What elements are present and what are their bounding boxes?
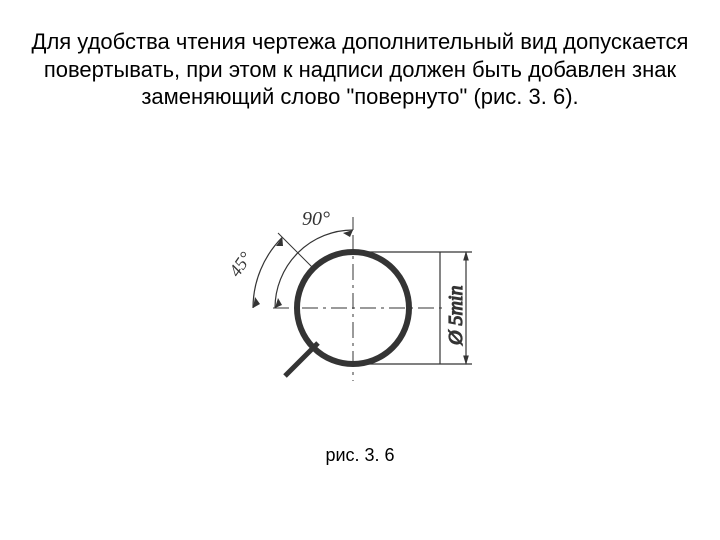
diameter-label: Ø 5min <box>445 286 467 346</box>
rotation-symbol-figure: 90° 45° Ø 5min <box>210 195 510 415</box>
page: Для удобства чтения чертежа дополнительн… <box>0 0 720 540</box>
arc-45-label: 45° <box>225 248 256 280</box>
figure-caption: рис. 3. 6 <box>0 445 720 466</box>
description-paragraph: Для удобства чтения чертежа дополнительн… <box>20 28 700 111</box>
figure-svg: 90° 45° Ø 5min <box>210 195 510 415</box>
rotation-handle <box>285 343 318 376</box>
arc-90-label: 90° <box>302 208 330 230</box>
diameter-dimension: Ø 5min <box>361 252 472 364</box>
arc-90: 90° <box>275 208 353 308</box>
